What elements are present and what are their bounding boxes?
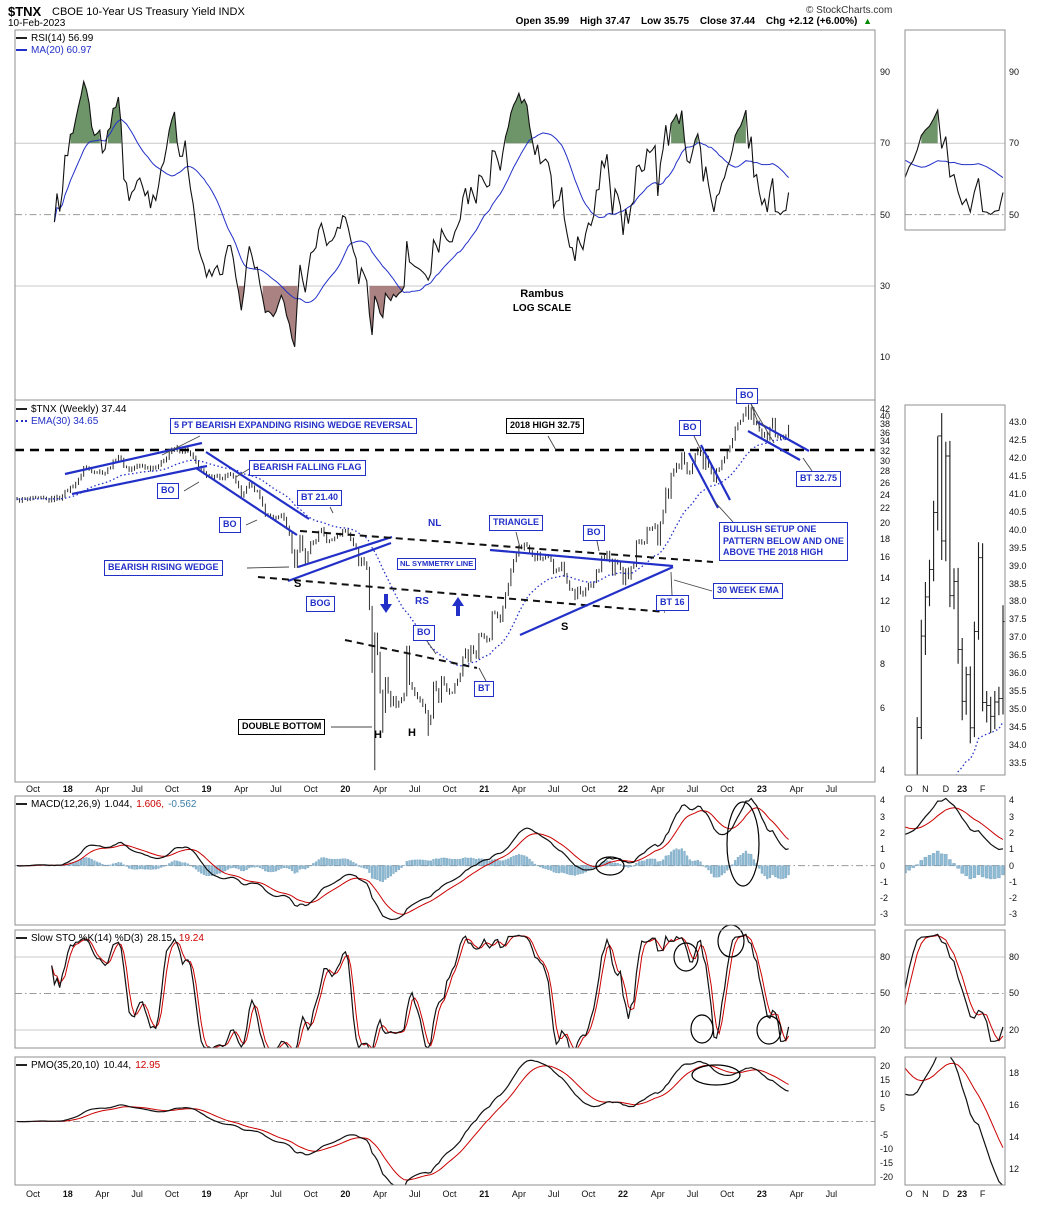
watermark-line1: Rambus (520, 288, 564, 300)
rsi-ma-legend-text: MA(20) 60.97 (31, 45, 92, 56)
macd-name: MACD(12,26,9) (31, 799, 101, 810)
pmo-name: PMO(35,20,10) (31, 1060, 100, 1071)
sto-name: Slow STO %K(14) %D(3) (31, 933, 144, 944)
sto-swatch (16, 937, 27, 940)
rsi-line-swatch (16, 37, 27, 40)
ema-legend-text: EMA(30) 34.65 (31, 416, 99, 427)
pmo-signal-value: 12.95 (135, 1060, 161, 1071)
macd-value: 1.044, (104, 799, 133, 810)
macd-hist-value: -0.562 (168, 799, 197, 810)
copyright-link[interactable]: © StockCharts.com (806, 5, 893, 16)
close-value: 37.44 (730, 16, 756, 27)
symbol-title: $TNX (8, 4, 42, 19)
low-value: 35.75 (664, 16, 690, 27)
change-label: Chg (765, 16, 786, 27)
rsi-legend-text: RSI(14) 56.99 (31, 33, 94, 44)
index-name: CBOE 10-Year US Treasury Yield INDX (52, 6, 245, 18)
pmo-swatch (16, 1064, 27, 1067)
macd-legend: MACD(12,26,9) 1.044, 1.606, -0.562 (16, 799, 196, 810)
sto-k-value: 28.15, (147, 933, 175, 944)
close-label: Close (699, 16, 728, 27)
pmo-legend: PMO(35,20,10) 10.44, 12.95 (16, 1060, 160, 1071)
high-value: 37.47 (605, 16, 631, 27)
high-label: High (580, 16, 603, 27)
macd-signal-value: 1.606, (136, 799, 165, 810)
ohlc-quote-line: Open 35.99 High 37.47 Low 35.75 Close 37.44 … (0, 16, 872, 27)
price-bars-swatch (16, 408, 27, 411)
pmo-value: 10.44, (103, 1060, 132, 1071)
sto-legend: Slow STO %K(14) %D(3) 28.15, 19.24 (16, 933, 204, 944)
watermark-line2: LOG SCALE (512, 303, 572, 314)
change-up-icon: ▲ (863, 16, 872, 26)
rsi-legend-line1: RSI(14) 56.99 (16, 33, 93, 44)
sto-d-value: 19.24 (178, 933, 204, 944)
change-value: +2.12 (+6.00%) (788, 16, 858, 27)
ema-swatch (16, 420, 27, 423)
macd-swatch (16, 803, 27, 806)
watermark: Rambus LOG SCALE (487, 288, 597, 314)
price-legend-line1: $TNX (Weekly) 37.44 (16, 404, 126, 415)
open-label: Open (515, 16, 542, 27)
price-legend-text: $TNX (Weekly) 37.44 (31, 404, 127, 415)
price-legend-line2: EMA(30) 34.65 (16, 416, 98, 427)
low-label: Low (641, 16, 662, 27)
rsi-ma-swatch (16, 49, 27, 52)
rsi-legend-line2: MA(20) 60.97 (16, 45, 92, 56)
chart-date: 10-Feb-2023 (8, 18, 66, 29)
open-value: 35.99 (544, 16, 570, 27)
